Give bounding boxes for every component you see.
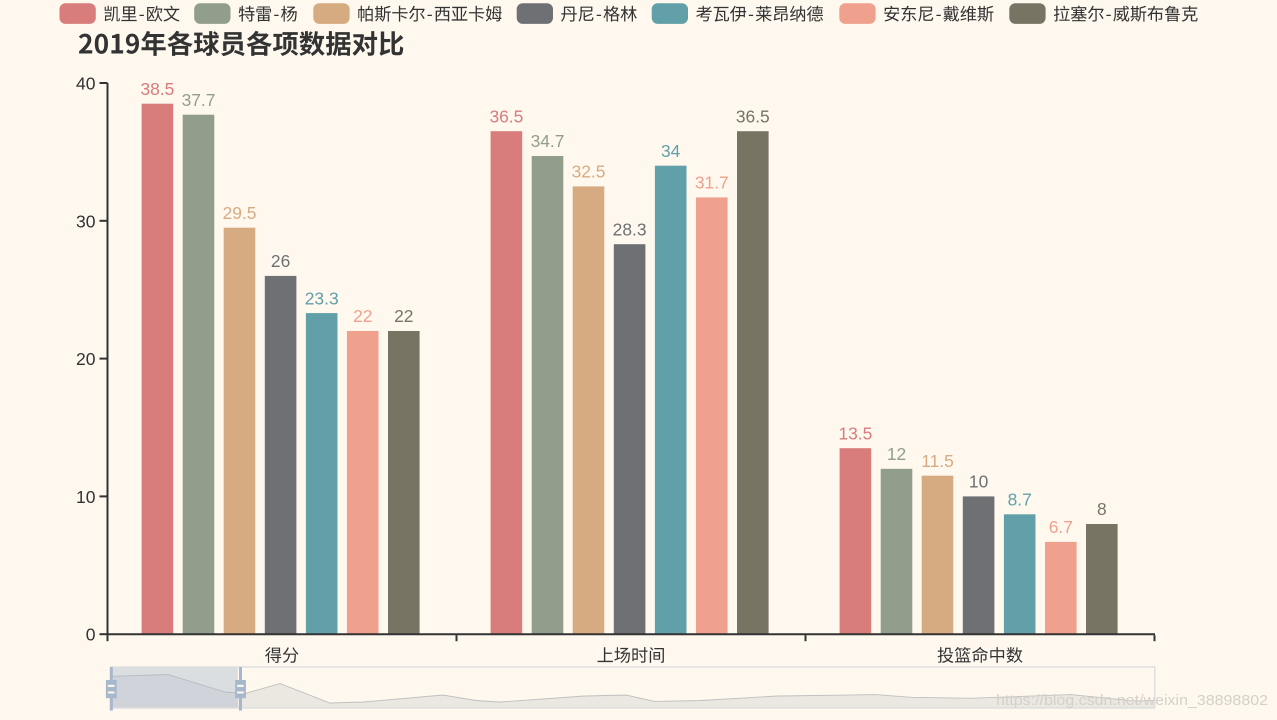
svg-text:40: 40: [76, 74, 96, 94]
svg-text:26: 26: [271, 251, 290, 271]
svg-text:30: 30: [76, 211, 96, 231]
svg-text:31.7: 31.7: [695, 173, 729, 193]
svg-text:36.5: 36.5: [736, 106, 770, 126]
svg-text:12: 12: [887, 444, 906, 464]
svg-text:34.7: 34.7: [531, 131, 565, 151]
svg-text:38.5: 38.5: [140, 79, 174, 99]
svg-text:https://blog.csdn.net/weixin_3: https://blog.csdn.net/weixin_38898802: [996, 692, 1268, 709]
svg-text:28.3: 28.3: [613, 219, 647, 239]
svg-text:23.3: 23.3: [305, 288, 339, 308]
svg-text:11.5: 11.5: [921, 451, 954, 471]
svg-text:6.7: 6.7: [1049, 517, 1073, 537]
svg-text:20: 20: [76, 349, 96, 369]
svg-text:36.5: 36.5: [489, 106, 523, 126]
svg-text:13.5: 13.5: [838, 423, 872, 443]
svg-text:8: 8: [1097, 499, 1107, 519]
svg-text:37.7: 37.7: [182, 90, 216, 110]
svg-text:29.5: 29.5: [223, 203, 257, 223]
svg-text:0: 0: [86, 625, 96, 645]
svg-text:32.5: 32.5: [572, 162, 606, 182]
svg-text:22: 22: [353, 306, 372, 326]
svg-text:22: 22: [394, 306, 413, 326]
svg-text:34: 34: [661, 141, 681, 161]
svg-text:8.7: 8.7: [1008, 490, 1032, 510]
svg-text:10: 10: [76, 487, 96, 507]
svg-text:10: 10: [969, 472, 988, 492]
